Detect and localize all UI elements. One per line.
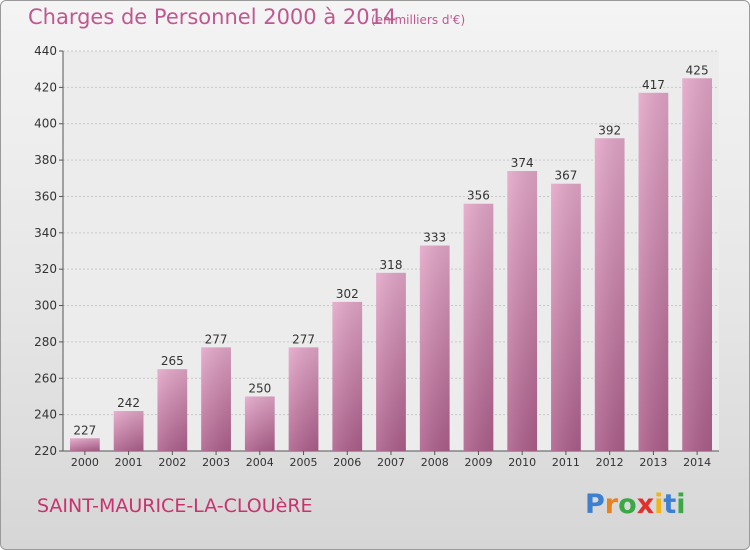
- data-label-2007: 318: [380, 258, 403, 272]
- y-tick-label: 340: [34, 226, 57, 240]
- data-label-2000: 227: [73, 423, 96, 437]
- data-label-2003: 277: [205, 332, 228, 346]
- y-tick-label: 300: [34, 299, 57, 313]
- data-label-2006: 302: [336, 287, 359, 301]
- x-tick-label-2013: 2013: [639, 456, 667, 469]
- chart-title: Charges de Personnel 2000 à 2014: [28, 5, 397, 29]
- logo-letter: P: [585, 489, 605, 520]
- logo-letter: i: [676, 489, 686, 520]
- bar-shade-2003: [201, 347, 231, 451]
- data-label-2005: 277: [292, 332, 315, 346]
- logo-letter: o: [618, 489, 637, 520]
- y-tick-label: 440: [34, 44, 57, 58]
- x-tick-label-2010: 2010: [508, 456, 536, 469]
- logo-letter: r: [604, 489, 619, 520]
- logo-letter: t: [663, 489, 677, 520]
- y-tick-label: 380: [34, 153, 57, 167]
- x-tick-label-2012: 2012: [596, 456, 624, 469]
- data-label-2009: 356: [467, 189, 490, 203]
- town-name: SAINT-MAURICE-LA-CLOUèRE: [37, 495, 313, 517]
- bar-shade-2002: [157, 369, 188, 451]
- data-label-2013: 417: [642, 78, 665, 92]
- y-tick-label: 360: [34, 189, 57, 203]
- y-tick-label: 400: [34, 117, 57, 131]
- x-tick-label-2005: 2005: [290, 456, 318, 469]
- y-tick-label: 280: [34, 335, 57, 349]
- bar-shade-2004: [244, 396, 275, 451]
- data-label-2004: 250: [248, 381, 271, 395]
- x-tick-label-2009: 2009: [464, 456, 492, 469]
- bar-shade-2007: [376, 272, 406, 451]
- bar-shade-2013: [638, 92, 669, 452]
- logo-letter: x: [636, 489, 655, 520]
- data-label-2014: 425: [686, 63, 709, 77]
- bar-shade-2000: [69, 438, 100, 451]
- bar-shade-2009: [463, 203, 494, 451]
- x-tick-label-2002: 2002: [158, 456, 186, 469]
- data-label-2011: 367: [554, 169, 577, 183]
- data-label-2010: 374: [511, 156, 534, 170]
- y-tick-label: 320: [34, 262, 57, 276]
- x-tick-label-2003: 2003: [202, 456, 230, 469]
- x-tick-label-2007: 2007: [377, 456, 405, 469]
- bar-shade-2012: [594, 138, 625, 452]
- x-tick-label-2004: 2004: [246, 456, 274, 469]
- bar-shade-2005: [288, 347, 319, 451]
- x-tick-label-2014: 2014: [683, 456, 711, 469]
- bar-shade-2010: [507, 171, 538, 451]
- chart-subtitle: (en milliers d'€): [371, 13, 466, 27]
- logo-letter: i: [654, 489, 664, 520]
- x-tick-label-2000: 2000: [71, 456, 99, 469]
- y-tick-label: 220: [34, 444, 57, 458]
- x-tick-label-2001: 2001: [115, 456, 143, 469]
- bar-shade-2001: [113, 411, 144, 451]
- bar-shade-2014: [682, 78, 713, 451]
- bar-shade-2011: [551, 183, 581, 451]
- y-tick-label: 260: [34, 371, 57, 385]
- data-label-2008: 333: [423, 231, 446, 245]
- data-label-2012: 392: [598, 123, 621, 137]
- data-label-2002: 265: [161, 354, 184, 368]
- data-label-2001: 242: [117, 396, 140, 410]
- proxiti-logo[interactable]: Proxiti: [585, 489, 686, 520]
- x-tick-label-2008: 2008: [421, 456, 449, 469]
- y-tick-label: 420: [34, 80, 57, 94]
- bar-shade-2008: [419, 245, 450, 451]
- bar-shade-2006: [332, 301, 363, 451]
- x-tick-label-2011: 2011: [552, 456, 580, 469]
- x-tick-label-2006: 2006: [333, 456, 361, 469]
- y-tick-label: 240: [34, 408, 57, 422]
